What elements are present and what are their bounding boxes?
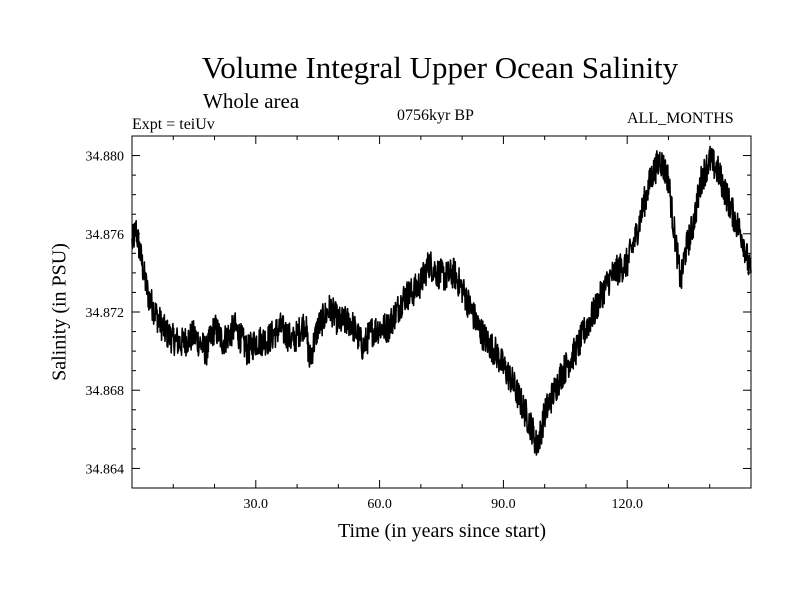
experiment-label: Expt = teiUv (132, 116, 215, 133)
series-line-0 (131, 145, 752, 456)
chart-subtitle: Whole area (203, 89, 300, 113)
x-tick-label-0: 30.0 (244, 497, 269, 512)
chart-title: Volume Integral Upper Ocean Salinity (201, 50, 679, 85)
y-tick-label-0: 34.864 (86, 462, 125, 477)
plot-frame (131, 135, 752, 489)
y-tick-label-4: 34.880 (86, 150, 125, 165)
y-tick-label-3: 34.876 (86, 228, 125, 243)
x-axis-label: Time (in years since start) (337, 520, 547, 542)
period-label: 0756kyr BP (397, 107, 474, 124)
x-tick-label-2: 90.0 (491, 497, 516, 512)
y-tick-label-1: 34.868 (86, 384, 125, 399)
months-label: ALL_MONTHS (627, 110, 734, 127)
x-tick-label-1: 60.0 (367, 497, 392, 512)
y-tick-label-2: 34.872 (86, 306, 125, 321)
x-tick-label-3: 120.0 (611, 497, 643, 512)
